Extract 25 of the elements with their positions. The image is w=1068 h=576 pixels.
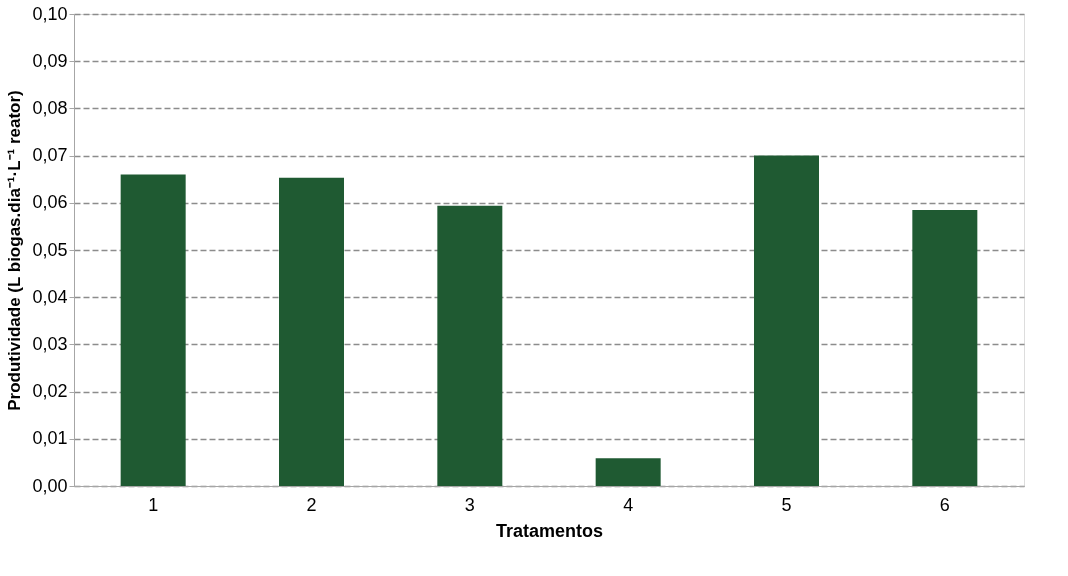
- y-axis-title: Produtividade (L biogas.dia⁻¹·L⁻¹ reator): [5, 90, 25, 411]
- y-tick-label: 0,02: [32, 381, 68, 402]
- y-tick-label: 0,07: [32, 145, 68, 166]
- x-tick-label: 5: [781, 494, 792, 515]
- y-tick-label: 0,10: [32, 3, 68, 24]
- x-tick-label: 4: [623, 494, 634, 515]
- y-tick-label: 0,00: [32, 475, 68, 496]
- x-axis-title: Tratamentos: [495, 520, 604, 541]
- y-tick-label: 0,08: [32, 97, 68, 118]
- bar: [754, 155, 819, 486]
- y-tick-label: 0,09: [32, 50, 68, 71]
- y-tick-label: 0,01: [32, 428, 68, 449]
- y-tick-label: 0,05: [32, 239, 68, 260]
- bar: [595, 458, 661, 486]
- bar: [279, 177, 344, 486]
- x-tick-label: 2: [306, 494, 317, 515]
- x-tick-label: 6: [939, 494, 950, 515]
- y-tick-label: 0,03: [32, 333, 68, 354]
- y-tick-label: 0,06: [32, 192, 68, 213]
- bar: [912, 209, 978, 486]
- bar: [120, 174, 186, 486]
- y-tick-label: 0,04: [32, 286, 68, 307]
- bar: [437, 205, 503, 486]
- x-tick-label: 1: [148, 494, 159, 515]
- x-tick-label: 3: [464, 494, 475, 515]
